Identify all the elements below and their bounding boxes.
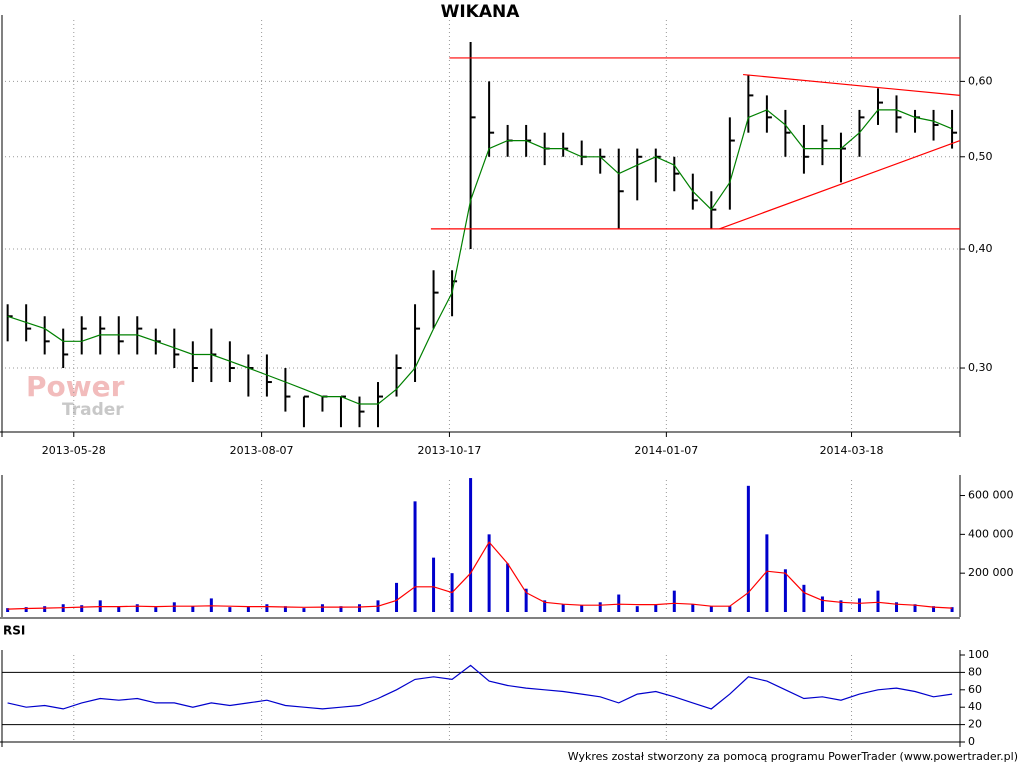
x-tick-label: 2014-01-07 xyxy=(634,444,698,457)
y-tick-label: 0,60 xyxy=(968,74,993,87)
volume-bar xyxy=(302,608,306,612)
volume-bar xyxy=(598,602,602,612)
panel-title: RSI xyxy=(3,624,25,638)
volume-bar xyxy=(635,606,639,612)
volume-bar xyxy=(580,605,584,612)
volume-bar xyxy=(932,606,936,612)
footer: Wykres został stworzony za pomocą progra… xyxy=(568,750,1018,763)
y-tick-label: 40 xyxy=(968,700,982,713)
volume-bar xyxy=(857,598,861,612)
volume-bar xyxy=(765,534,769,612)
volume-bar xyxy=(543,600,547,612)
volume-bar xyxy=(413,501,417,612)
volume-bar xyxy=(895,602,899,612)
x-tick-label: 2013-10-17 xyxy=(417,444,481,457)
y-tick-label: 60 xyxy=(968,683,982,696)
trend-line xyxy=(743,73,961,96)
volume-bar xyxy=(395,582,399,612)
volume-bar xyxy=(320,604,324,612)
rsi-line xyxy=(7,664,953,710)
volume-bar xyxy=(802,584,806,612)
volume-bar xyxy=(506,563,510,612)
volume-bar xyxy=(746,485,750,612)
volume-bar xyxy=(709,606,713,612)
volume-bar xyxy=(357,604,361,612)
volume-bar xyxy=(191,606,195,612)
y-tick-label: 0,30 xyxy=(968,361,993,374)
moving-average xyxy=(7,109,953,405)
y-tick-label: 0 xyxy=(968,735,975,748)
volume-bar xyxy=(617,594,621,612)
volume-bar xyxy=(561,604,565,612)
y-tick-label: 0,50 xyxy=(968,150,993,163)
volume-bar xyxy=(6,608,10,612)
volume-bar xyxy=(783,569,787,612)
volume-bar xyxy=(672,590,676,612)
watermark: Trader xyxy=(62,400,124,420)
volume-bar xyxy=(172,602,176,612)
y-tick-label: 80 xyxy=(968,665,982,678)
volume-bar xyxy=(913,604,917,612)
volume-bar xyxy=(487,534,491,612)
volume-bar xyxy=(839,600,843,612)
volume-bar xyxy=(339,606,343,612)
volume-bar xyxy=(135,604,139,612)
chart-title: WIKANA xyxy=(441,2,521,22)
volume-average xyxy=(7,541,953,610)
volume-bar xyxy=(950,607,954,612)
volume-bar xyxy=(154,607,158,612)
y-tick-label: 600 000 xyxy=(968,489,1014,502)
y-tick-label: 200 000 xyxy=(968,566,1014,579)
volume-bar xyxy=(43,606,47,612)
watermark: Power xyxy=(26,370,125,403)
y-tick-label: 0,40 xyxy=(968,242,993,255)
y-tick-label: 20 xyxy=(968,718,982,731)
x-tick-label: 2014-03-18 xyxy=(820,444,884,457)
volume-bar xyxy=(265,604,269,612)
x-tick-label: 2013-08-07 xyxy=(230,444,294,457)
volume-bar xyxy=(691,604,695,612)
volume-bar xyxy=(654,604,658,612)
volume-bar xyxy=(432,557,436,612)
y-tick-label: 400 000 xyxy=(968,527,1014,540)
volume-bar xyxy=(876,590,880,612)
volume-bar xyxy=(228,607,232,612)
volume-bar xyxy=(283,606,287,612)
volume-bar xyxy=(820,596,824,612)
y-tick-label: 100 xyxy=(968,648,989,661)
volume-bar xyxy=(246,606,250,612)
volume-bar xyxy=(24,607,28,612)
trend-line xyxy=(719,139,961,230)
volume-bar xyxy=(728,606,732,612)
volume-bar xyxy=(469,478,473,612)
volume-bar xyxy=(524,588,528,612)
volume-bar xyxy=(117,606,121,612)
x-tick-label: 2013-05-28 xyxy=(42,444,106,457)
volume-bar xyxy=(80,605,84,612)
